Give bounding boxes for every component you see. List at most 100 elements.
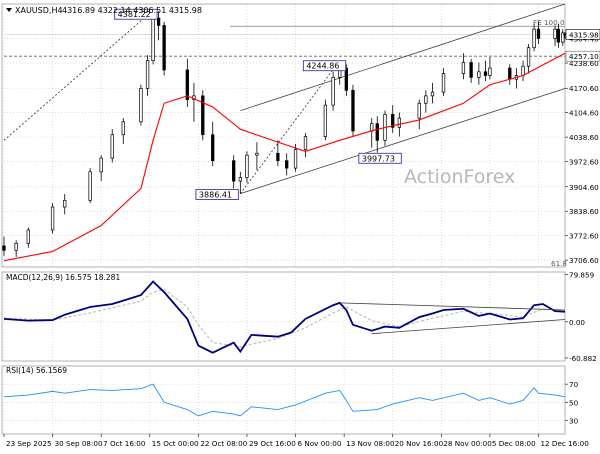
fibonacci-label-bottom: 61.8 [551, 259, 567, 268]
x-axis-label: 15 Oct 00:00 [152, 439, 199, 448]
header-layer: MACD(12,26,9) 16.575 18.281 RSI(14) 56.15… [6, 6, 202, 375]
candle-body [477, 71, 481, 78]
candle-body [293, 149, 298, 169]
candle-body [483, 71, 488, 76]
candle-body [121, 121, 125, 136]
candle-body [532, 28, 536, 49]
instrument-ohlc: 4316.89 4322.14 4306.51 4315.98 [62, 6, 202, 15]
macd-y-tick-label: 0.00 [569, 318, 585, 327]
price-annotation-box [302, 60, 347, 72]
price-annotation-label: 4381.22 [118, 10, 151, 19]
candle-body [110, 134, 114, 159]
candle-body [26, 229, 30, 244]
x-axis-label: 28 Nov 00:00 [443, 439, 492, 448]
x-axis-label: 20 Nov 16:00 [395, 439, 444, 448]
candle-body [351, 89, 355, 132]
candle-body [63, 199, 67, 208]
watermark: ActionForex [404, 166, 515, 188]
macd-trendline-upper [339, 302, 566, 311]
price-y-tick-label: 3838.60 [569, 207, 599, 216]
price-annotation-label: 3997.73 [362, 154, 395, 163]
moving-average-layer [3, 52, 566, 262]
rsi-y-tick-label: 30 [569, 416, 579, 425]
macd-label: MACD(12,26,9) 16.575 18.281 [6, 273, 120, 282]
rsi-label: RSI(14) 56.1569 [6, 366, 67, 375]
collapse-triangle-icon [6, 8, 12, 12]
panel-frames [1, 3, 566, 435]
candle-body [430, 91, 435, 97]
price-annotation-box [358, 152, 402, 164]
candle-body [375, 123, 379, 141]
x-axis-label: 7 Oct 16:00 [103, 439, 146, 448]
price-annotation-label: 4244.86 [306, 62, 339, 71]
macd-layer [3, 280, 566, 354]
instrument-symbol: XAUUSD,H4 [15, 6, 63, 15]
candle-body [508, 67, 512, 80]
annotations-layer: 4381.22 4244.86 3997.73 3886.41 [114, 8, 402, 200]
support-level-tag [565, 50, 600, 62]
macd-panel-frame [1, 271, 566, 362]
candle-body [201, 95, 205, 136]
candle-body [139, 88, 143, 123]
x-axis-label: 12 Dec 16:00 [540, 439, 589, 448]
candle-body [397, 117, 402, 128]
candle-body [561, 32, 565, 43]
macd-main-line [3, 280, 566, 354]
x-axis-label: 30 Sep 08:00 [55, 439, 103, 448]
rsi-line [3, 383, 566, 417]
candle-body [238, 177, 242, 182]
channel-lower-line [240, 88, 566, 195]
x-axis-label: 23 Sep 2025 [6, 439, 52, 448]
rsi-y-tick-label: 70 [569, 380, 579, 389]
macd-trendline-lower [371, 319, 566, 335]
price-annotation-box [114, 8, 158, 20]
x-axis-label: 13 Nov 08:00 [346, 439, 395, 448]
candle-body [285, 160, 289, 169]
moving-average-line [3, 52, 566, 262]
analysis-lines: FE 100.0 61.8 [3, 3, 567, 268]
candle-body [469, 62, 473, 78]
price-y-tick-label: 4170.60 [569, 84, 599, 93]
candle-body [536, 28, 541, 39]
x-axis-label: 22 Oct 08:00 [200, 439, 247, 448]
x-axis-label: 29 Oct 16:00 [249, 439, 296, 448]
candle-body [276, 152, 280, 162]
price-y-tick-label: 3972.60 [569, 158, 599, 167]
candle-body [424, 95, 428, 104]
macd-signal-line [3, 288, 566, 348]
channel-upper-line [240, 3, 566, 112]
price-annotation-label: 3886.41 [199, 191, 232, 200]
price-y-tick-label: 4038.60 [569, 133, 599, 142]
x-axis-label: 5 Dec 08:00 [492, 439, 536, 448]
price-y-tick-label: 3904.60 [569, 183, 599, 192]
price-y-tick-label: 4104.60 [569, 109, 599, 118]
candle-body [14, 242, 18, 251]
candle-body [391, 114, 395, 128]
macd-y-tick-label: 79.859 [569, 270, 595, 279]
candle-body [211, 134, 215, 162]
fibonacci-expansion-label: FE 100.0 [533, 18, 565, 27]
candle-body [331, 76, 335, 106]
price-annotation-box [195, 189, 239, 200]
candle-body [556, 28, 561, 43]
candle-body [156, 17, 161, 26]
candle-body [303, 136, 308, 150]
macd-y-tick-label: -60.882 [569, 354, 597, 363]
price-y-tick-label: 3706.60 [569, 256, 599, 265]
candle-body [245, 154, 249, 178]
price-y-tick-label: 3772.60 [569, 232, 599, 241]
price-panel-frame [1, 3, 566, 268]
dashed-trend-line [3, 9, 154, 141]
candle-body [151, 17, 155, 62]
candle-body [521, 65, 525, 76]
rsi-panel-frame [1, 365, 566, 435]
candle-body [344, 67, 348, 91]
price-y-tick-label: 4238.60 [569, 59, 599, 68]
candle-body [461, 62, 466, 74]
candle-body [185, 69, 189, 100]
axis-layer: 23 Sep 2025 30 Sep 08:00 7 Oct 16:00 15 Oct… [3, 29, 600, 448]
candle-body [162, 25, 166, 71]
rsi-y-tick-label: 50 [569, 398, 579, 407]
candle-body [232, 160, 236, 182]
